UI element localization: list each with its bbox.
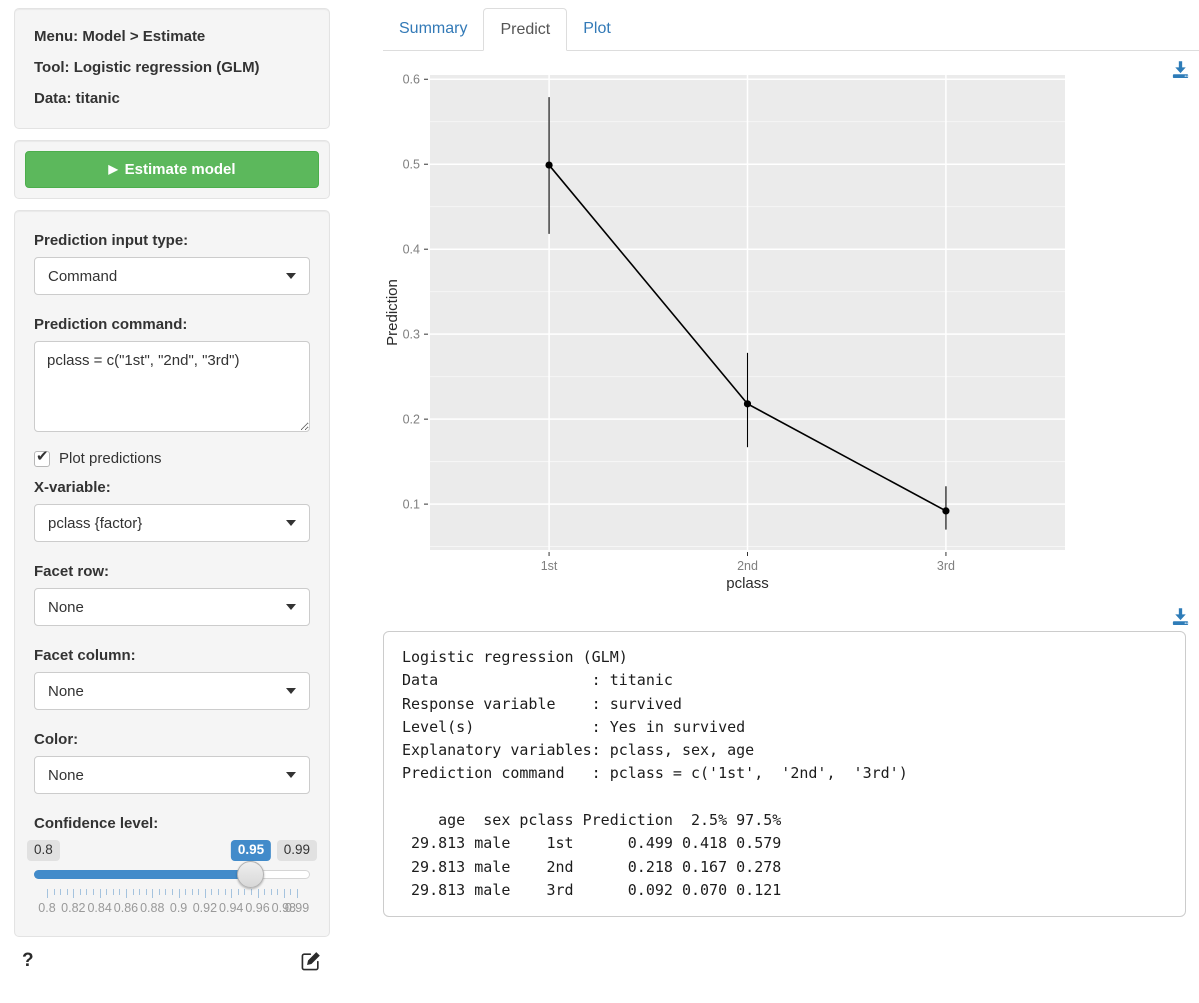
menu-breadcrumb: Menu: Model > Estimate	[34, 28, 206, 45]
x-variable-label: X-variable:	[34, 479, 111, 496]
app-layout: Menu: Model > Estimate Tool: Logistic re…	[14, 8, 1199, 972]
confidence-level-label: Confidence level:	[34, 815, 159, 832]
slider-handle[interactable]	[237, 861, 264, 888]
chevron-down-icon	[286, 520, 296, 526]
svg-text:0.4: 0.4	[403, 243, 420, 257]
svg-text:0.5: 0.5	[403, 158, 420, 172]
plot-predictions-label: Plot predictions	[59, 450, 162, 467]
sidebar: Menu: Model > Estimate Tool: Logistic re…	[14, 8, 330, 972]
svg-text:0.3: 0.3	[403, 328, 420, 342]
prediction-chart: 0.1 0.2 0.3 0.4 0.5 0.6 1st 2nd 3rd pclass Predict…	[384, 73, 1065, 592]
estimate-model-label: Estimate model	[124, 161, 236, 178]
svg-text:Prediction: Prediction	[384, 279, 401, 346]
confidence-level-slider: 0.8 0.95 0.99 0.8 0.82 0.84 0.86 0.88 0.9 0.92…	[27, 840, 317, 917]
svg-text:0.6: 0.6	[403, 73, 420, 87]
color-value: None	[48, 766, 84, 784]
facet-row-select[interactable]: None	[34, 588, 310, 626]
dataset-label: Data: titanic	[34, 90, 120, 107]
svg-text:2nd: 2nd	[737, 559, 758, 573]
facet-column-select[interactable]: None	[34, 672, 310, 710]
svg-text:3rd: 3rd	[937, 559, 955, 573]
chevron-down-icon	[286, 688, 296, 694]
slider-ticks	[47, 889, 298, 898]
facet-row-label: Facet row:	[34, 563, 110, 580]
prediction-output-box: Logistic regression (GLM) Data : titanic…	[383, 631, 1186, 918]
prediction-output-text: Logistic regression (GLM) Data : titanic…	[402, 648, 908, 899]
edit-report-button[interactable]	[300, 950, 322, 972]
download-plot-button[interactable]	[1171, 60, 1190, 79]
prediction-command-label: Prediction command:	[34, 316, 188, 333]
estimate-card: ▶ Estimate model	[14, 140, 330, 199]
slider-tick-labels: 0.8 0.82 0.84 0.86 0.88 0.9 0.92 0.94 0.96 0.98 0.…	[38, 901, 310, 915]
tab-bar: Summary Predict Plot	[383, 8, 1199, 51]
svg-text:pclass: pclass	[726, 575, 769, 592]
download-icon	[1172, 608, 1189, 626]
slider-badges: 0.8 0.95 0.99	[27, 840, 317, 864]
slider-track[interactable]	[34, 861, 310, 888]
play-icon: ▶	[108, 162, 118, 176]
facet-column-value: None	[48, 682, 84, 700]
prediction-controls-card: Prediction input type: Command Predictio…	[14, 210, 330, 937]
checkmark-icon: ✔	[36, 447, 49, 465]
tab-predict[interactable]: Predict	[483, 8, 568, 51]
estimate-model-button[interactable]: ▶ Estimate model	[25, 151, 319, 188]
download-summary-button[interactable]	[1171, 607, 1190, 626]
edit-icon	[301, 952, 320, 971]
tab-plot[interactable]: Plot	[583, 20, 611, 37]
tool-label: Tool: Logistic regression (GLM)	[34, 59, 260, 76]
slider-track-fill	[34, 870, 251, 879]
plot-predictions-checkbox-row[interactable]: ✔ Plot predictions	[34, 447, 310, 467]
svg-text:0.1: 0.1	[403, 498, 420, 512]
facet-column-label: Facet column:	[34, 647, 136, 664]
tab-summary[interactable]: Summary	[399, 20, 468, 37]
input-type-select[interactable]: Command	[34, 257, 310, 295]
slider-value-badge: 0.95	[230, 840, 272, 862]
main-content: Summary Predict Plot 0.1 0.2 0.3 0.4 0.5 0.6 1…	[383, 8, 1199, 918]
prediction-command-input[interactable]: pclass = c("1st", "2nd", "3rd")	[34, 341, 310, 432]
download-icon	[1172, 61, 1189, 79]
x-variable-value: pclass {factor}	[48, 514, 143, 532]
input-type-value: Command	[48, 267, 118, 285]
chevron-down-icon	[286, 772, 296, 778]
facet-row-value: None	[48, 598, 84, 616]
slider-min-badge: 0.8	[27, 840, 60, 862]
x-variable-select[interactable]: pclass {factor}	[34, 504, 310, 542]
plot-predictions-checkbox[interactable]: ✔	[34, 447, 50, 467]
prediction-plot-container: 0.1 0.2 0.3 0.4 0.5 0.6 1st 2nd 3rd pclass Predict…	[383, 57, 1199, 607]
color-select[interactable]: None	[34, 756, 310, 794]
model-info-card: Menu: Model > Estimate Tool: Logistic re…	[14, 8, 330, 129]
help-icon[interactable]: ?	[22, 950, 34, 971]
svg-text:0.2: 0.2	[403, 413, 420, 427]
color-label: Color:	[34, 731, 79, 748]
chevron-down-icon	[286, 273, 296, 279]
sidebar-footer: ?	[14, 948, 330, 972]
download-summary-row	[383, 607, 1199, 626]
input-type-label: Prediction input type:	[34, 232, 189, 249]
svg-text:1st: 1st	[541, 559, 558, 573]
chevron-down-icon	[286, 604, 296, 610]
slider-max-badge: 0.99	[276, 840, 317, 862]
